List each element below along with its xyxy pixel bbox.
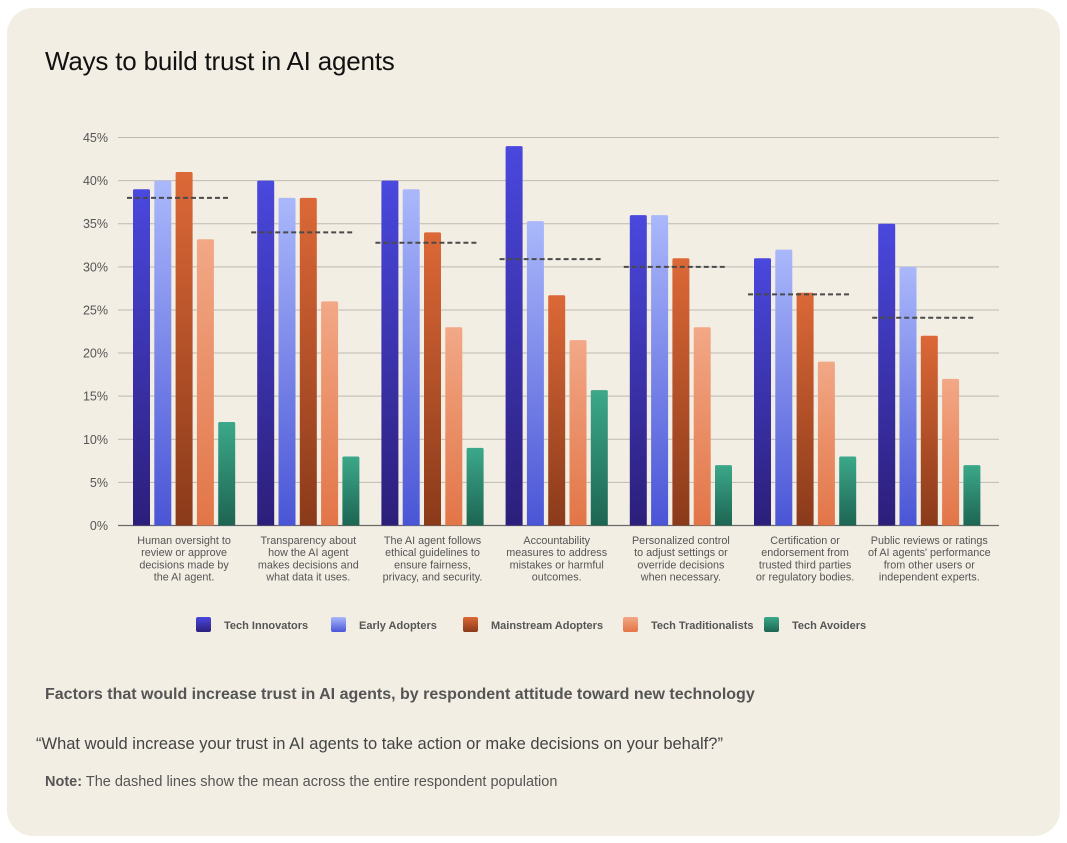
- x-category-label: The AI agent follows ethical guidelines t…: [383, 535, 483, 584]
- note-label: Note:: [45, 774, 83, 790]
- x-category-label: Public reviews or ratings of AI agents' p…: [868, 535, 991, 584]
- legend-swatch: [623, 617, 638, 632]
- bar-mainstream-adopters: [548, 295, 566, 526]
- bar-tech-traditionalists: [817, 361, 835, 526]
- bar-early-adopters: [278, 197, 296, 526]
- y-tick-label: 40%: [83, 174, 108, 188]
- bar-early-adopters: [899, 266, 917, 526]
- y-tick-label: 0%: [90, 519, 108, 533]
- x-category-label: Certification or endorsement from trusted …: [756, 535, 854, 584]
- note-text: The dashed lines show the mean across th…: [85, 774, 558, 790]
- chart-title: Ways to build trust in AI agents: [45, 46, 395, 76]
- y-tick-label: 20%: [83, 347, 108, 361]
- y-tick-label: 10%: [83, 433, 108, 447]
- legend-label: Tech Innovators: [224, 620, 308, 632]
- bar-mainstream-adopters: [672, 258, 690, 526]
- bar-tech-traditionalists: [942, 378, 960, 526]
- x-axis-labels: Human oversight to review or approve decis…: [137, 535, 990, 584]
- y-tick-label: 25%: [83, 303, 108, 317]
- legend-label: Mainstream Adopters: [491, 620, 603, 632]
- bar-tech-innovators: [257, 180, 275, 526]
- legend-label: Early Adopters: [359, 620, 437, 632]
- y-tick-label: 30%: [83, 260, 108, 274]
- x-category-label: Human oversight to review or approve decis…: [137, 535, 231, 584]
- x-category-label: Transparency about how the AI agent makes …: [258, 535, 359, 584]
- bar-tech-innovators: [629, 215, 647, 526]
- bar-early-adopters: [775, 249, 793, 526]
- bar-early-adopters: [651, 215, 669, 526]
- bar-tech-innovators: [381, 180, 399, 526]
- bar-tech-avoiders: [963, 465, 981, 526]
- bar-tech-traditionalists: [693, 327, 711, 526]
- bar-early-adopters: [526, 221, 544, 526]
- y-axis-ticks: 0% 5% 10% 15% 20% 25% 30% 35% 40% 45%: [83, 131, 108, 533]
- bar-early-adopters: [154, 180, 172, 526]
- bar-tech-innovators: [133, 189, 150, 526]
- chart-subtitle: Factors that would increase trust in AI …: [45, 686, 755, 703]
- bar-mainstream-adopters: [175, 171, 193, 526]
- bar-mainstream-adopters: [796, 292, 814, 526]
- bar-tech-traditionalists: [569, 340, 587, 526]
- bar-mainstream-adopters: [299, 197, 317, 526]
- y-tick-label: 5%: [90, 476, 108, 490]
- chart-note: Note: The dashed lines show the mean acr…: [45, 774, 557, 790]
- y-tick-label: 45%: [83, 131, 108, 145]
- bar-mainstream-adopters: [920, 335, 938, 526]
- legend-swatch: [764, 617, 779, 632]
- legend-swatch: [196, 617, 211, 632]
- bar-tech-innovators: [505, 146, 523, 526]
- bars: [133, 146, 981, 526]
- bar-tech-avoiders: [839, 456, 857, 526]
- legend-swatch: [463, 617, 478, 632]
- legend-label: Tech Avoiders: [792, 620, 866, 632]
- bar-tech-avoiders: [342, 456, 360, 526]
- bar-tech-innovators: [754, 258, 771, 526]
- bar-tech-traditionalists: [445, 327, 463, 526]
- bar-tech-innovators: [878, 223, 896, 526]
- bar-mainstream-adopters: [424, 232, 441, 526]
- bar-tech-avoiders: [590, 390, 608, 526]
- mean-lines: [127, 196, 977, 319]
- x-category-label: Accountability measures to address mistake…: [506, 535, 607, 584]
- legend: Tech Innovators Early Adopters Mainstream …: [196, 617, 866, 632]
- y-tick-label: 15%: [83, 390, 108, 404]
- bar-tech-avoiders: [715, 465, 732, 526]
- bar-tech-avoiders: [466, 447, 484, 526]
- bar-tech-traditionalists: [196, 239, 214, 526]
- y-tick-label: 35%: [83, 217, 108, 231]
- x-category-label: Personalized control to adjust settings o…: [632, 535, 730, 584]
- bar-early-adopters: [402, 189, 420, 526]
- legend-swatch: [331, 617, 346, 632]
- survey-question: “What would increase your trust in AI ag…: [36, 735, 723, 753]
- bar-tech-avoiders: [218, 422, 236, 526]
- legend-label: Tech Traditionalists: [651, 620, 754, 632]
- bar-tech-traditionalists: [321, 301, 339, 526]
